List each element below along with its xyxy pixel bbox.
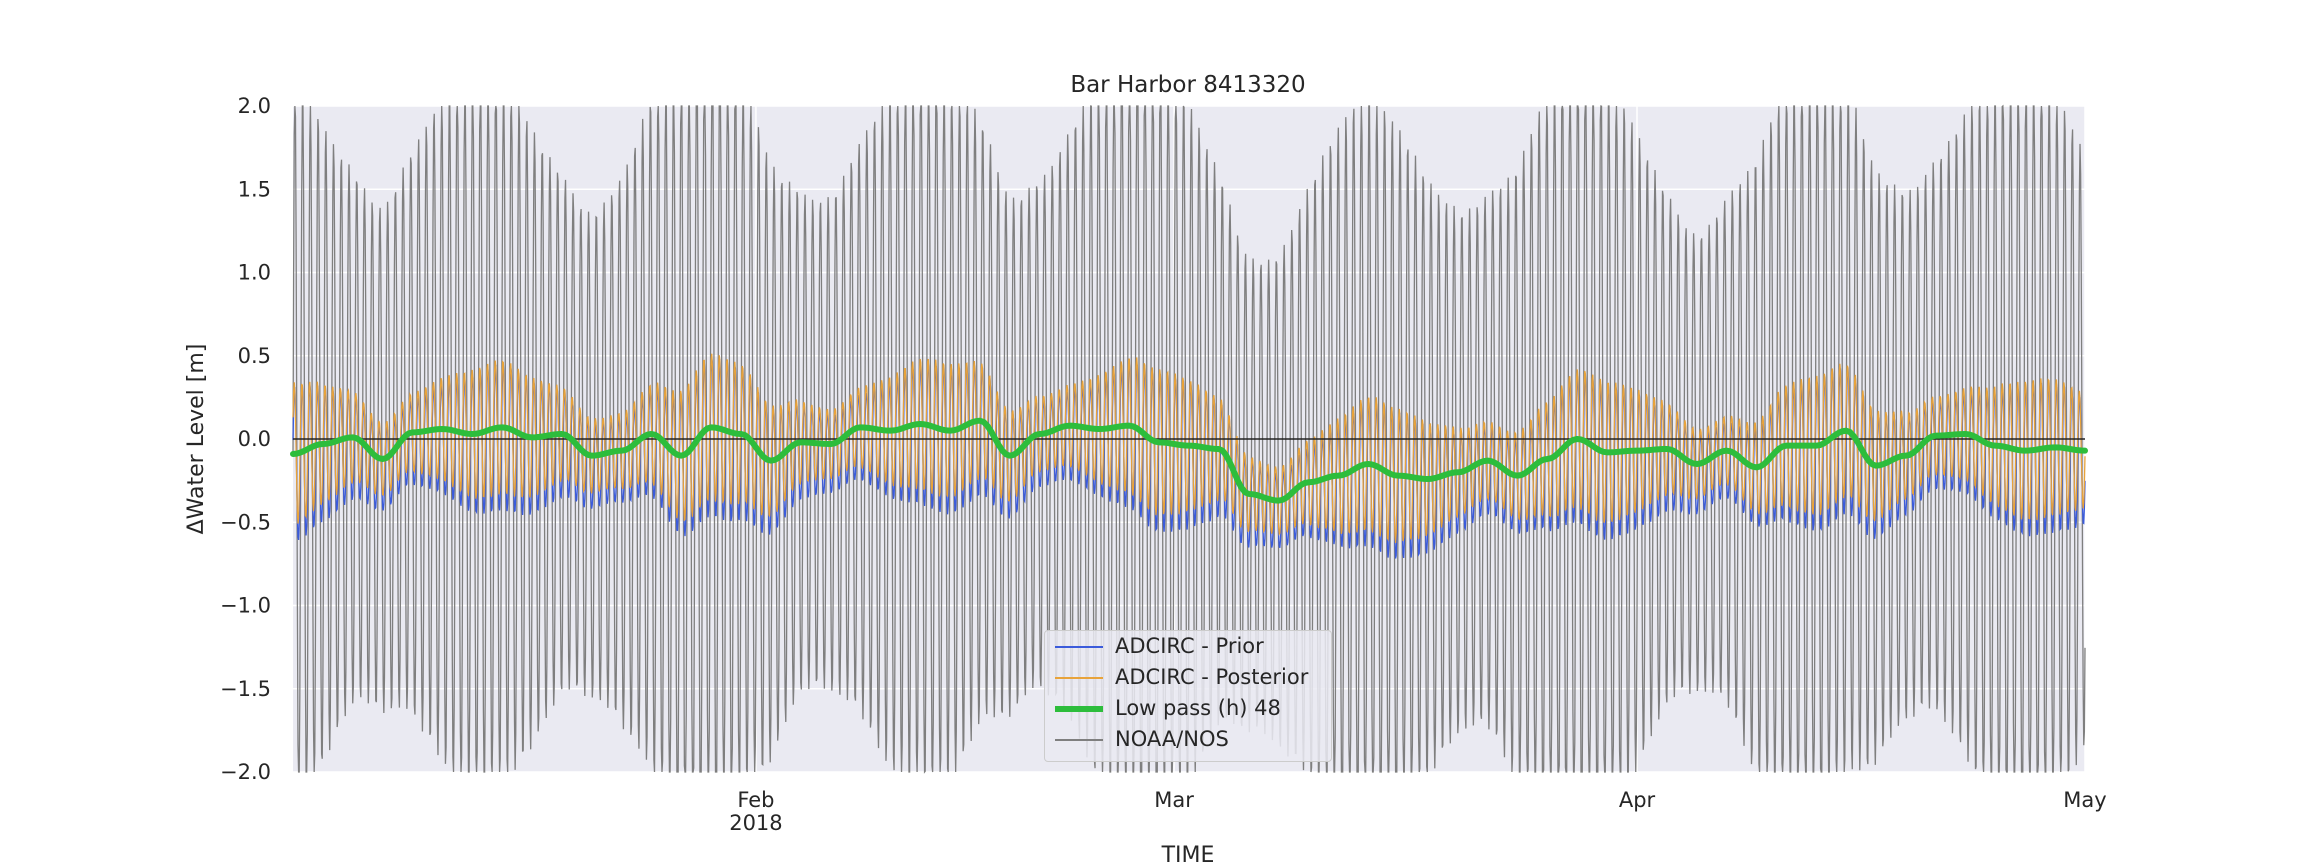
y-tick-label: −1.5 (220, 677, 271, 701)
legend-label-lowpass: Low pass (h) 48 (1115, 696, 1281, 720)
legend-item-prior: ADCIRC - Prior (1045, 631, 1331, 662)
y-ticks: 2.0 1.5 1.0 0.5 0.0 −0.5 −1.0 −1.5 −2.0 (220, 94, 271, 784)
series-line-noaa (292, 104, 2086, 774)
series-layer (290, 104, 2088, 774)
x-tick-label: Apr (1619, 788, 1656, 812)
legend-swatch-noaa (1055, 739, 1103, 741)
y-tick-label: −2.0 (220, 760, 271, 784)
x-axis-label: TIME (1161, 843, 1215, 864)
y-tick-label: 2.0 (238, 94, 271, 118)
legend-item-noaa: NOAA/NOS (1045, 724, 1331, 755)
x-tick-label: Mar (1154, 788, 1194, 812)
x-tick-sublabel: 2018 (729, 811, 782, 835)
chart-title: Bar Harbor 8413320 (1070, 72, 1305, 98)
legend: ADCIRC - Prior ADCIRC - Posterior Low pa… (1044, 630, 1332, 762)
series-line-lowpass (290, 417, 2088, 504)
y-axis-label: ΔWater Level [m] (184, 344, 209, 535)
legend-item-posterior: ADCIRC - Posterior (1045, 662, 1331, 693)
x-tick-label: May (2063, 788, 2106, 812)
legend-swatch-posterior (1055, 677, 1103, 679)
x-tick-label: Feb (737, 788, 774, 812)
y-tick-label: −0.5 (220, 510, 271, 534)
y-tick-label: 1.5 (238, 177, 271, 201)
series-line-posterior (292, 353, 2086, 543)
legend-label-noaa: NOAA/NOS (1115, 727, 1229, 751)
y-tick-label: 0.5 (238, 344, 271, 368)
y-tick-label: 1.0 (238, 261, 271, 285)
legend-swatch-prior (1055, 646, 1103, 648)
legend-item-lowpass: Low pass (h) 48 (1045, 693, 1331, 724)
legend-swatch-lowpass (1055, 706, 1103, 712)
legend-label-prior: ADCIRC - Prior (1115, 634, 1264, 658)
y-tick-label: 0.0 (238, 427, 271, 451)
y-tick-label: −1.0 (220, 594, 271, 618)
legend-label-posterior: ADCIRC - Posterior (1115, 665, 1309, 689)
